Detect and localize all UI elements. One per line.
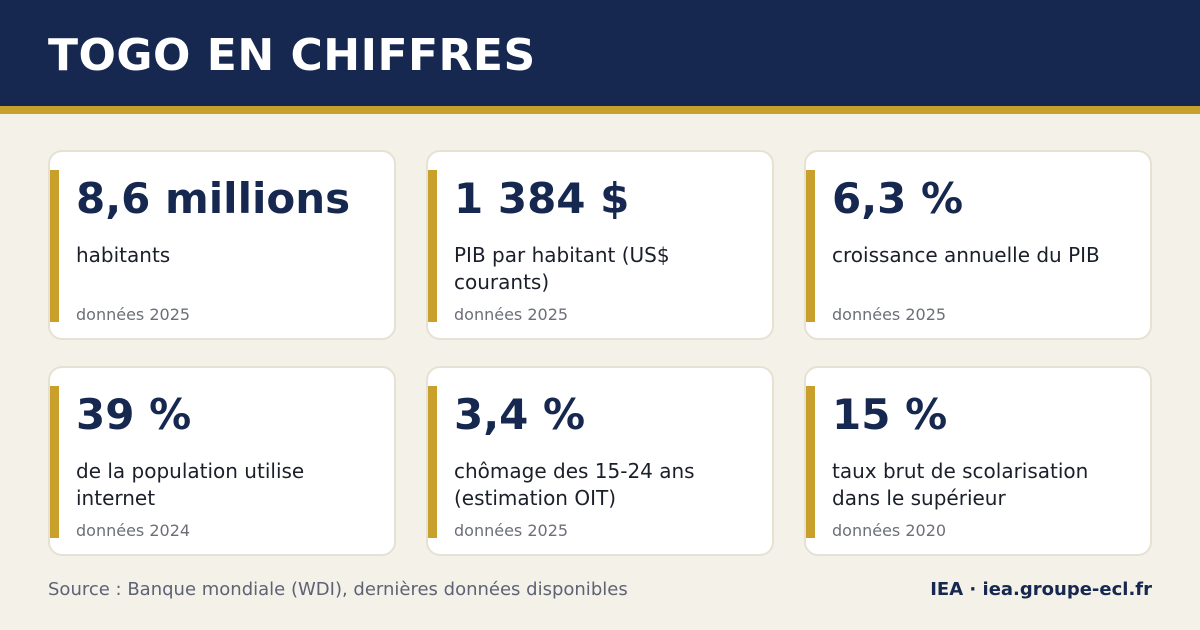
stat-card-internet-use: 39 % de la population utilise internet d… <box>48 366 396 556</box>
stat-label: taux brut de scolarisation dans le supér… <box>832 459 1089 510</box>
header-divider <box>0 106 1200 114</box>
stat-card-youth-unemployment: 3,4 % chômage des 15-24 ans (estimation … <box>426 366 774 556</box>
stat-year: données 2025 <box>76 305 191 324</box>
stat-year: données 2020 <box>832 521 947 540</box>
card-accent-bar <box>806 170 815 322</box>
stat-label: croissance annuelle du PIB <box>832 243 1100 267</box>
stat-label: chômage des 15-24 ans (estimation OIT) <box>454 459 695 510</box>
header-banner: TOGO EN CHIFFRES <box>0 0 1200 106</box>
card-accent-bar <box>806 386 815 538</box>
page-title: TOGO EN CHIFFRES <box>48 30 536 81</box>
stat-card-gdp-growth: 6,3 % croissance annuelle du PIB données… <box>804 150 1152 340</box>
stat-value: 39 % <box>76 390 192 439</box>
stat-card-gdp-per-capita: 1 384 $ PIB par habitant (US$ courants) … <box>426 150 774 340</box>
stat-value: 8,6 millions <box>76 174 351 223</box>
stat-year: données 2025 <box>454 305 569 324</box>
stat-year: données 2025 <box>454 521 569 540</box>
card-accent-bar <box>428 170 437 322</box>
stat-value: 1 384 $ <box>454 174 630 223</box>
stat-card-population: 8,6 millions habitants données 2025 <box>48 150 396 340</box>
stat-value: 15 % <box>832 390 948 439</box>
stats-grid: 8,6 millions habitants données 2025 1 38… <box>48 150 1152 556</box>
stat-year: données 2024 <box>76 521 191 540</box>
card-accent-bar <box>50 170 59 322</box>
card-accent-bar <box>428 386 437 538</box>
stat-label: PIB par habitant (US$ courants) <box>454 243 670 294</box>
stat-value: 6,3 % <box>832 174 964 223</box>
stat-label: habitants <box>76 243 171 267</box>
card-accent-bar <box>50 386 59 538</box>
stat-label: de la population utilise internet <box>76 459 305 510</box>
stat-card-tertiary-enrollment: 15 % taux brut de scolarisation dans le … <box>804 366 1152 556</box>
source-note: Source : Banque mondiale (WDI), dernière… <box>48 579 628 600</box>
stat-year: données 2025 <box>832 305 947 324</box>
stat-value: 3,4 % <box>454 390 586 439</box>
brand-credit: IEA · iea.groupe-ecl.fr <box>930 579 1152 600</box>
